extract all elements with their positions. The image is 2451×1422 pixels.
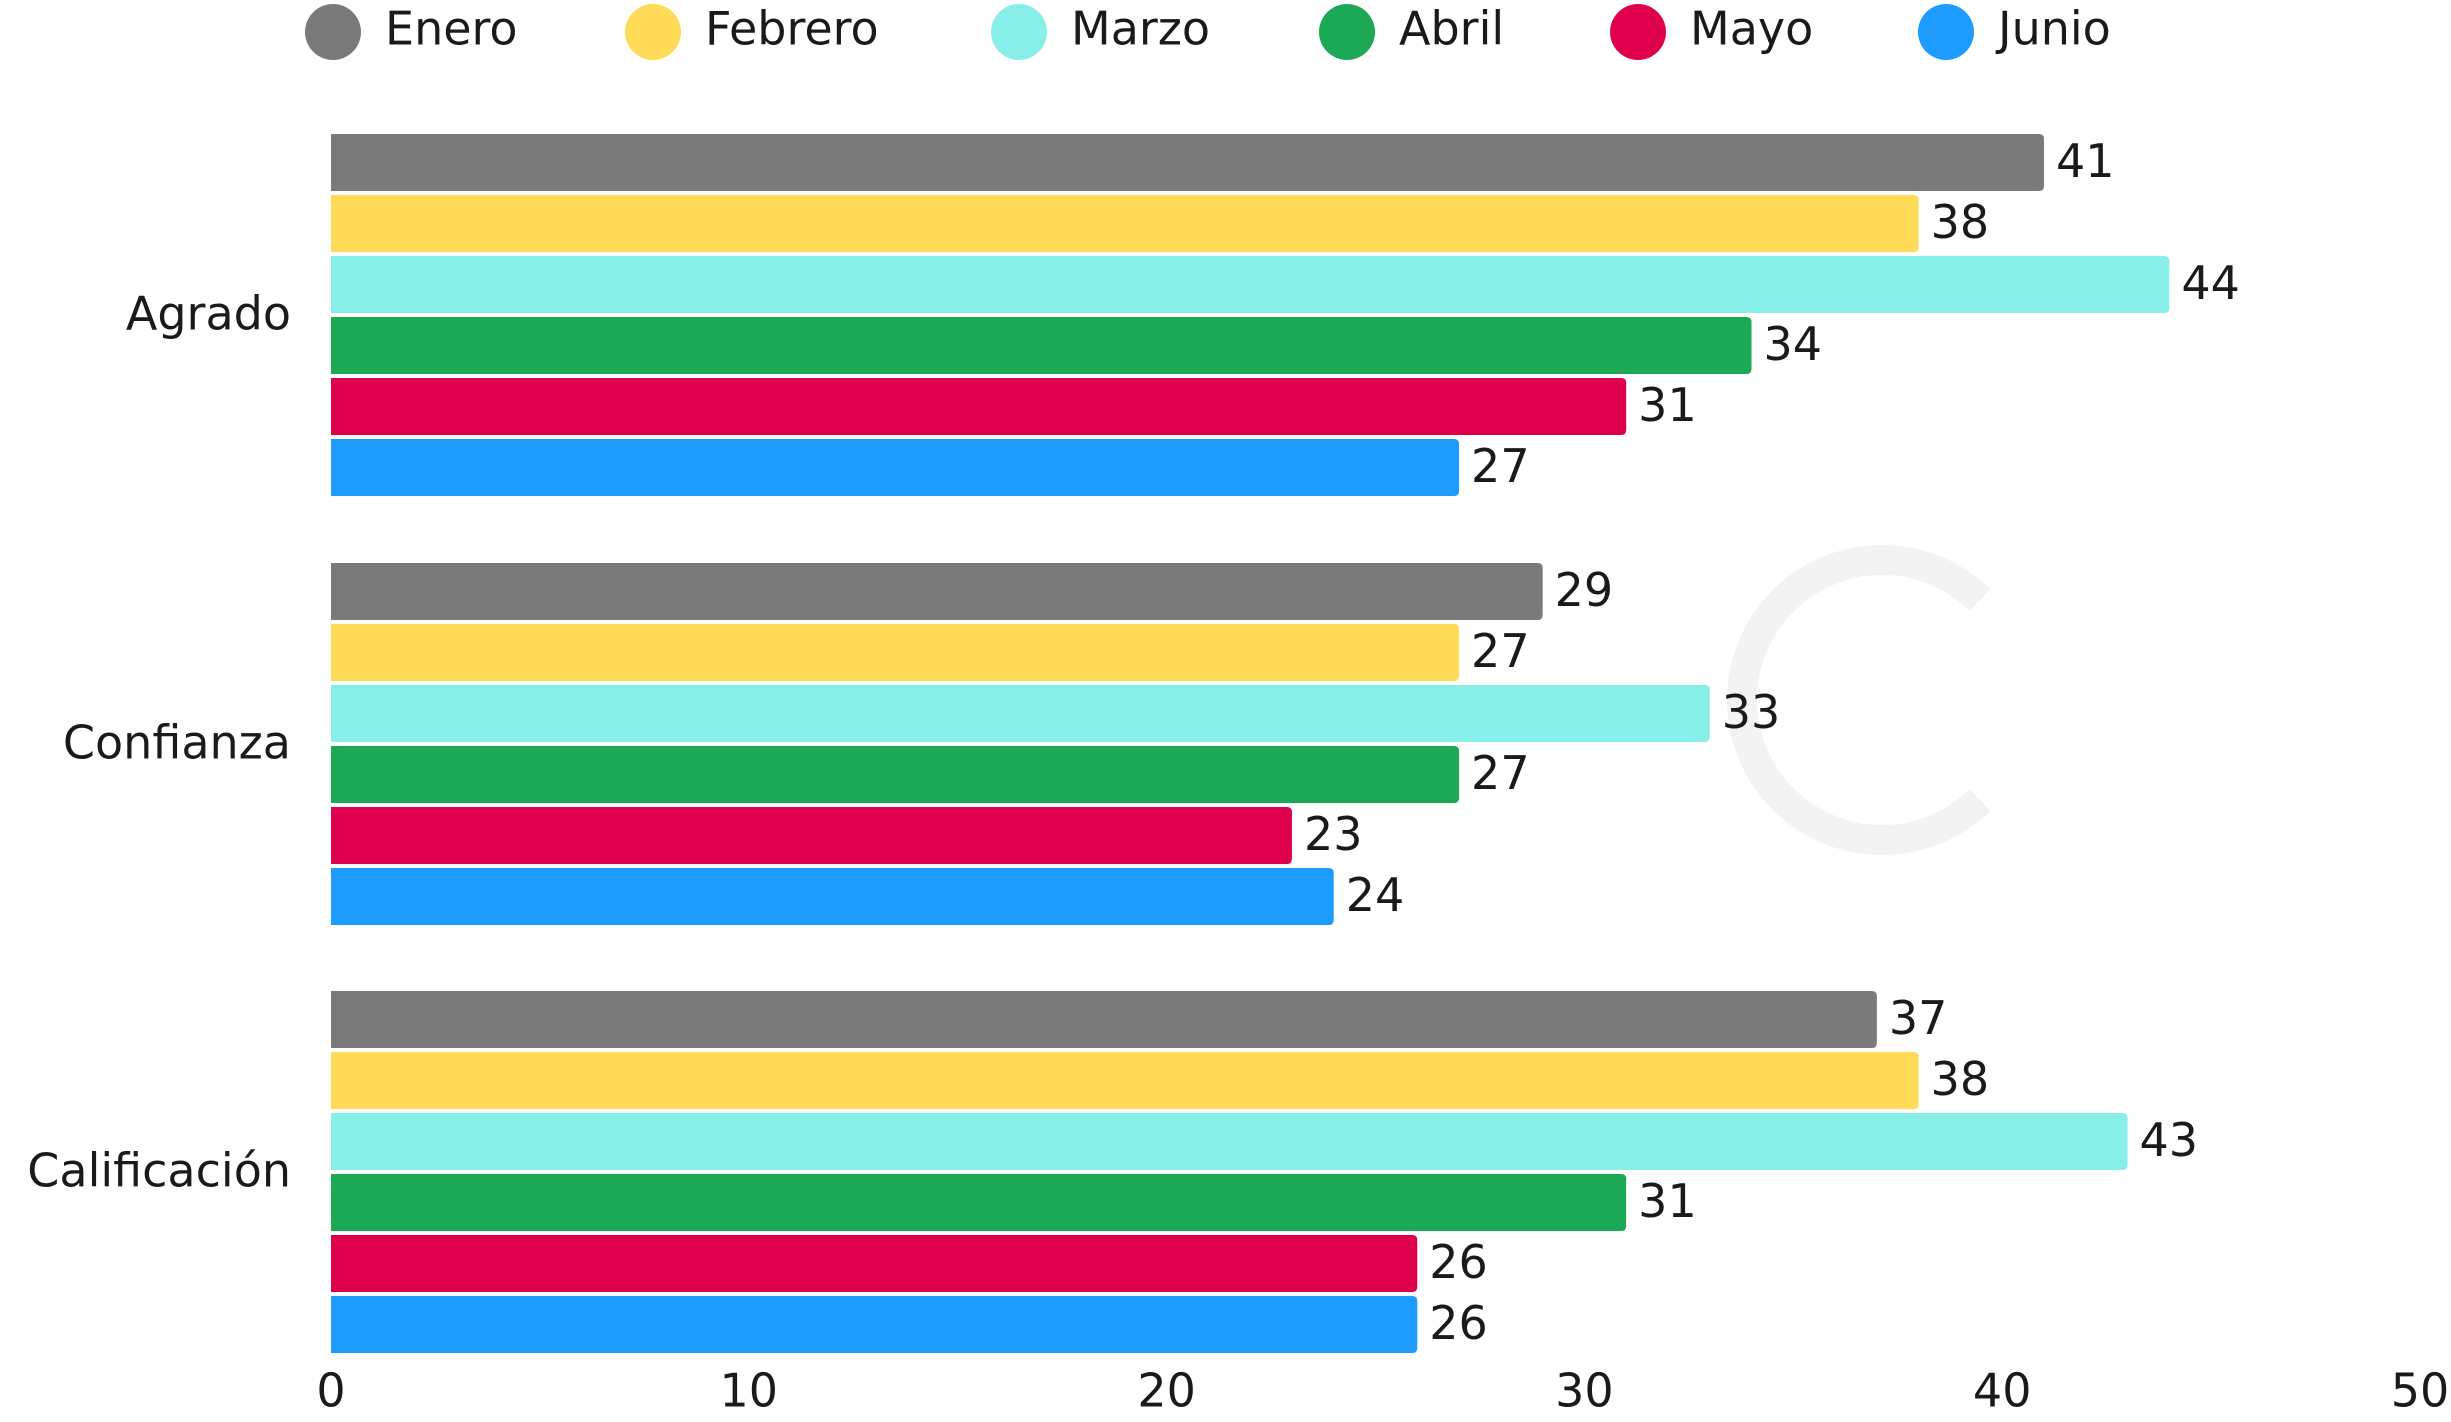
x-tick-label: 50 [2391,1364,2450,1418]
value-label: 27 [1471,624,1530,678]
bar [331,256,2170,313]
value-label: 34 [1764,317,1823,371]
legend-swatch [1319,4,1375,60]
bar [331,317,1752,374]
value-label: 41 [2056,134,2115,188]
value-label: 44 [2181,256,2240,310]
bar [331,991,1877,1048]
value-label: 26 [1429,1296,1488,1350]
bar [331,1052,1919,1109]
legend-label: Abril [1399,2,1504,56]
bar [331,1235,1418,1292]
x-tick-label: 40 [1973,1364,2032,1418]
bar [331,807,1292,864]
bar [331,624,1460,681]
y-tick-label: Agrado [126,287,291,341]
legend-swatch [991,4,1047,60]
legend-label: Mayo [1690,2,1813,56]
x-tick-label: 10 [720,1364,779,1418]
legend-label: Febrero [705,2,879,56]
value-label: 37 [1889,991,1948,1045]
bar [331,685,1710,742]
value-label: 31 [1638,1174,1697,1228]
legend-swatch [305,4,361,60]
value-label: 27 [1471,439,1530,493]
value-label: 31 [1638,378,1697,432]
watermark [1727,545,1991,855]
legend-swatch [1918,4,1974,60]
value-label: 29 [1555,563,1614,617]
bar [331,439,1460,496]
value-label: 27 [1471,746,1530,800]
bar [331,134,2044,191]
bar [331,195,1919,252]
bar [331,1296,1418,1353]
value-label: 26 [1429,1235,1488,1289]
bar [331,563,1543,620]
bar [331,378,1627,435]
legend-label: Marzo [1071,2,1210,56]
bar [331,1174,1627,1231]
value-label: 38 [1931,195,1990,249]
legend-label: Enero [385,2,518,56]
y-tick-label: Calificación [27,1144,291,1198]
value-label: 33 [1722,685,1781,739]
value-label: 43 [2140,1113,2199,1167]
x-tick-label: 0 [316,1364,345,1418]
x-tick-label: 20 [1137,1364,1196,1418]
bar [331,868,1334,925]
value-label: 38 [1931,1052,1990,1106]
x-tick-label: 30 [1555,1364,1614,1418]
legend-label: Junio [1995,2,2111,56]
bar [331,1113,2128,1170]
legend-swatch [1610,4,1666,60]
y-tick-label: Confianza [63,716,291,770]
value-label: 24 [1346,868,1405,922]
legend-swatch [625,4,681,60]
bar [331,746,1460,803]
watermark-arc [1727,545,1991,855]
value-label: 23 [1304,807,1363,861]
